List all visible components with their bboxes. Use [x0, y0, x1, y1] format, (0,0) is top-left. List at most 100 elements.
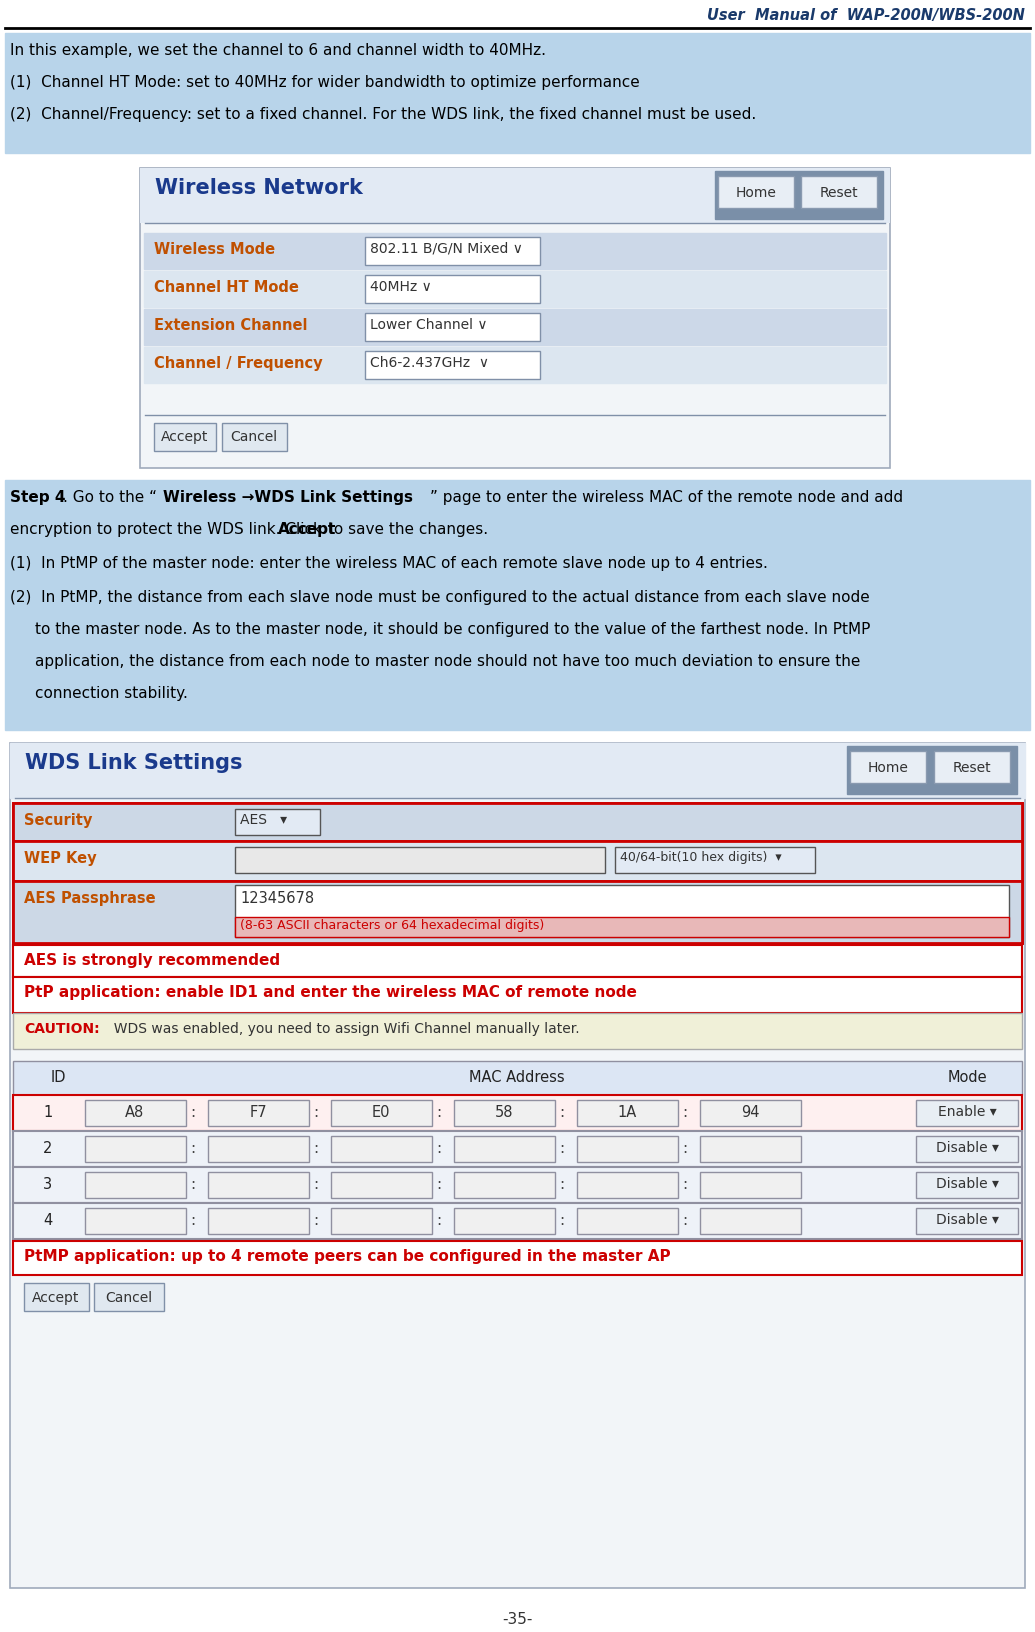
Bar — [13, 881, 1022, 943]
Bar — [85, 1100, 186, 1126]
Bar — [144, 348, 886, 384]
Text: :: : — [436, 1213, 441, 1227]
Bar — [13, 945, 1022, 978]
Text: :: : — [190, 1105, 196, 1120]
Text: Home: Home — [867, 761, 909, 775]
Text: PtMP application: up to 4 remote peers can be configured in the master AP: PtMP application: up to 4 remote peers c… — [24, 1248, 671, 1265]
Bar — [365, 276, 540, 304]
Text: Wireless Mode: Wireless Mode — [154, 242, 275, 256]
Bar — [13, 1061, 1022, 1095]
Text: 2: 2 — [43, 1141, 53, 1155]
Bar — [13, 1240, 1022, 1275]
Text: PtP application: enable ID1 and enter the wireless MAC of remote node: PtP application: enable ID1 and enter th… — [24, 986, 637, 1000]
Bar — [916, 1100, 1018, 1126]
Text: 4: 4 — [43, 1213, 53, 1227]
Text: Reset: Reset — [820, 186, 858, 201]
Text: Step 4: Step 4 — [10, 490, 65, 504]
Bar — [5, 480, 1030, 730]
Text: . Go to the “: . Go to the “ — [63, 490, 157, 504]
Text: (2)  In PtMP, the distance from each slave node must be configured to the actual: (2) In PtMP, the distance from each slav… — [10, 591, 869, 605]
Bar — [916, 1172, 1018, 1198]
Bar — [13, 1131, 1022, 1167]
Bar — [365, 237, 540, 264]
Text: (8-63 ASCII characters or 64 hexadecimal digits): (8-63 ASCII characters or 64 hexadecimal… — [240, 919, 544, 932]
Text: :: : — [190, 1141, 196, 1155]
Bar — [13, 1095, 1022, 1131]
Text: :: : — [313, 1177, 318, 1191]
Text: Disable ▾: Disable ▾ — [936, 1213, 999, 1227]
Bar — [144, 233, 886, 269]
Text: 802.11 B/G/N Mixed ∨: 802.11 B/G/N Mixed ∨ — [369, 242, 523, 256]
Bar — [10, 743, 1025, 798]
Bar — [144, 308, 886, 344]
Bar — [850, 751, 926, 783]
Text: WDS was enabled, you need to assign Wifi Channel manually later.: WDS was enabled, you need to assign Wifi… — [105, 1022, 580, 1036]
Text: -35-: -35- — [502, 1612, 532, 1627]
Bar — [24, 1283, 89, 1310]
Text: ” page to enter the wireless MAC of the remote node and add: ” page to enter the wireless MAC of the … — [430, 490, 904, 504]
Bar — [13, 803, 1022, 943]
Text: User  Manual of  WAP-200N/WBS-200N: User Manual of WAP-200N/WBS-200N — [707, 8, 1025, 23]
Text: Accept: Accept — [278, 522, 336, 537]
Bar — [140, 168, 890, 224]
Text: :: : — [559, 1105, 564, 1120]
Bar — [576, 1136, 678, 1162]
Text: :: : — [682, 1213, 687, 1227]
Text: 94: 94 — [741, 1105, 760, 1120]
Text: :: : — [559, 1177, 564, 1191]
Text: 1A: 1A — [617, 1105, 637, 1120]
Text: WDS Link Settings: WDS Link Settings — [25, 752, 242, 774]
Bar — [454, 1136, 555, 1162]
Text: Accept: Accept — [32, 1291, 80, 1306]
Bar — [10, 743, 1025, 1588]
Text: :: : — [682, 1141, 687, 1155]
Bar — [235, 847, 605, 873]
Bar — [576, 1208, 678, 1234]
Text: Ch6-2.437GHz  ∨: Ch6-2.437GHz ∨ — [369, 356, 489, 370]
Text: application, the distance from each node to master node should not have too much: application, the distance from each node… — [35, 654, 860, 669]
Bar — [235, 917, 1009, 937]
Bar — [331, 1136, 432, 1162]
Bar — [235, 885, 1009, 937]
Bar — [454, 1100, 555, 1126]
Text: F7: F7 — [249, 1105, 267, 1120]
Text: :: : — [313, 1105, 318, 1120]
Text: Lower Channel ∨: Lower Channel ∨ — [369, 318, 487, 331]
Text: :: : — [190, 1177, 196, 1191]
Bar — [454, 1172, 555, 1198]
Text: 3: 3 — [43, 1177, 53, 1191]
Text: 40MHz ∨: 40MHz ∨ — [369, 281, 432, 294]
Text: E0: E0 — [372, 1105, 390, 1120]
Text: 58: 58 — [495, 1105, 513, 1120]
Bar — [85, 1172, 186, 1198]
Text: to save the changes.: to save the changes. — [323, 522, 489, 537]
Text: :: : — [313, 1141, 318, 1155]
Bar — [331, 1208, 432, 1234]
Bar — [94, 1283, 164, 1310]
Text: Wireless →WDS Link Settings: Wireless →WDS Link Settings — [162, 490, 413, 504]
Text: :: : — [436, 1177, 441, 1191]
Text: AES Passphrase: AES Passphrase — [24, 891, 155, 906]
Bar — [144, 271, 886, 307]
Bar — [221, 423, 287, 450]
Text: Wireless Network: Wireless Network — [155, 178, 363, 197]
Text: Extension Channel: Extension Channel — [154, 318, 307, 333]
Bar — [454, 1208, 555, 1234]
Bar — [801, 176, 877, 207]
Bar — [13, 1013, 1022, 1049]
Bar — [208, 1136, 309, 1162]
Text: 40/64-bit(10 hex digits)  ▾: 40/64-bit(10 hex digits) ▾ — [620, 850, 781, 863]
Bar — [235, 809, 320, 836]
Text: Channel / Frequency: Channel / Frequency — [154, 356, 323, 370]
Bar — [365, 313, 540, 341]
Bar — [13, 1167, 1022, 1203]
Bar — [5, 33, 1030, 153]
Text: MAC Address: MAC Address — [469, 1071, 565, 1085]
Text: Cancel: Cancel — [231, 429, 277, 444]
Bar — [13, 803, 1022, 840]
Text: Disable ▾: Disable ▾ — [936, 1177, 999, 1191]
Text: (2)  Channel/Frequency: set to a fixed channel. For the WDS link, the fixed chan: (2) Channel/Frequency: set to a fixed ch… — [10, 108, 757, 122]
Text: AES   ▾: AES ▾ — [240, 813, 287, 827]
Bar — [13, 840, 1022, 881]
Text: encryption to protect the WDS link. Click: encryption to protect the WDS link. Clic… — [10, 522, 327, 537]
